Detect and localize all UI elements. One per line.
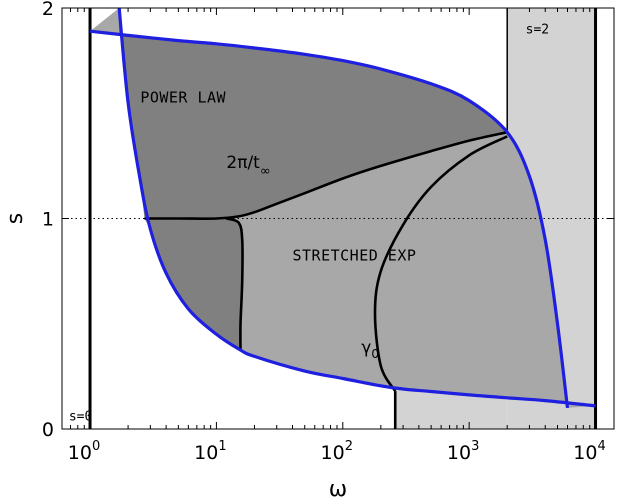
stretched-exp-label: STRETCHED EXP: [292, 247, 416, 265]
x-tick-base: 10: [573, 442, 597, 464]
power-law-lower-region: [144, 218, 243, 352]
x-axis-title: ω: [329, 477, 347, 502]
x-tick-base: 10: [321, 442, 345, 464]
upper-boundary-curve: [89, 29, 570, 409]
gamma-subscript: 0: [371, 347, 379, 361]
y-tick-label: 2: [42, 0, 54, 20]
x-tick-exponent: 3: [471, 439, 479, 454]
gamma-0-curve: [373, 135, 508, 392]
y-tick-label: 1: [42, 209, 54, 231]
curves-group: [88, 8, 598, 429]
power-law-label: POWER LAW: [140, 89, 226, 107]
t-infinity-curve-label: 2π/t∞: [226, 153, 270, 179]
x-tick-exponent: 4: [597, 439, 605, 454]
x-tick-exponent: 1: [218, 439, 226, 454]
x-tick-base: 10: [447, 442, 471, 464]
t-infinity-main: 2π/t: [226, 153, 260, 173]
x-tick-base: 10: [68, 442, 92, 464]
s-equals-2-label: s=2: [526, 22, 549, 37]
x-tick-label: 103: [447, 439, 479, 464]
lower-boundary-curve: [117, 8, 596, 408]
x-tick-label: 101: [194, 439, 226, 464]
x-tick-base: 10: [194, 442, 218, 464]
s-equals-0-label: s=0: [69, 410, 92, 425]
x-tick-exponent: 0: [92, 439, 100, 454]
vertical-branch-curve: [225, 217, 244, 352]
x-tick-label: 104: [573, 439, 605, 464]
y-axis-title: s: [3, 213, 28, 224]
gamma-main: γ: [361, 338, 371, 358]
t-infinity-subscript: ∞: [260, 164, 271, 179]
t-infinity-curve: [144, 130, 508, 220]
x-tick-exponent: 2: [345, 439, 353, 454]
gamma-0-curve-label: γ0: [361, 338, 379, 361]
power-law-region: [119, 8, 508, 219]
shaded-regions: [90, 8, 596, 429]
x-tick-label: 100: [68, 439, 100, 464]
x-tick-label: 102: [321, 439, 353, 464]
y-tick-label: 0: [42, 419, 54, 441]
